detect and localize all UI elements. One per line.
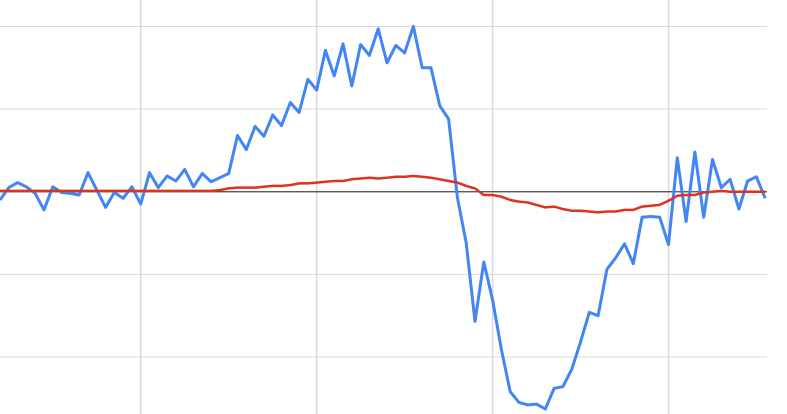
gridlines — [0, 0, 767, 414]
series-line-2 — [0, 174, 766, 214]
series-lines — [0, 24, 767, 411]
series-line-1 — [0, 24, 767, 411]
